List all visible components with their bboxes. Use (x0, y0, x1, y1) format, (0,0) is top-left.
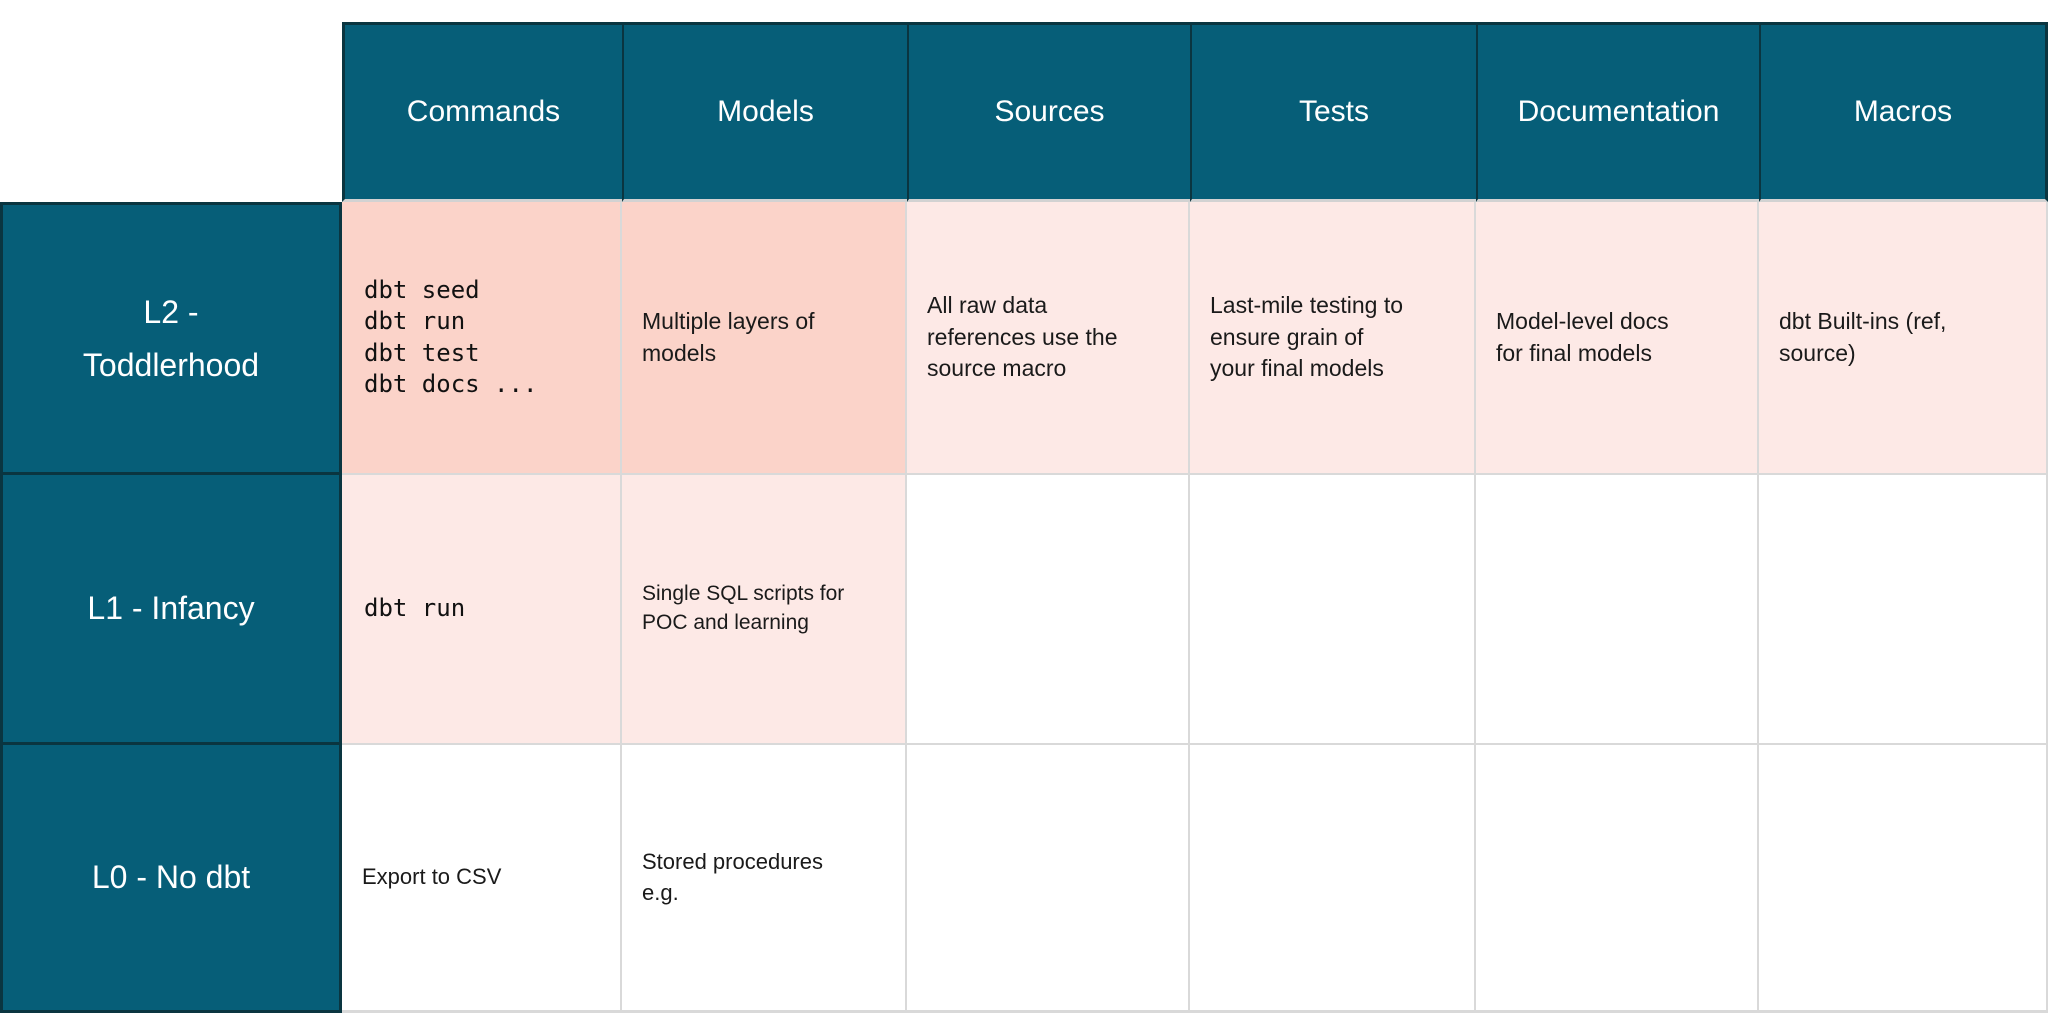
cell-l0-documentation (1476, 745, 1759, 1013)
cell-l2-tests: Last-mile testing to ensure grain of you… (1190, 202, 1476, 475)
column-header-tests: Tests (1190, 22, 1476, 202)
cell-l0-tests (1190, 745, 1476, 1013)
cell-l0-sources (907, 745, 1190, 1013)
column-header-sources: Sources (907, 22, 1190, 202)
cell-l1-tests (1190, 475, 1476, 745)
cell-l0-models: Stored procedures e.g. (622, 745, 907, 1013)
row-header-l2-toddlerhood: L2 - Toddlerhood (0, 202, 342, 475)
row-header-l1-infancy: L1 - Infancy (0, 475, 342, 745)
column-header-models: Models (622, 22, 907, 202)
cell-l2-documentation: Model-level docs for final models (1476, 202, 1759, 475)
cell-l1-commands: dbt run (342, 475, 622, 745)
cell-l1-sources (907, 475, 1190, 745)
column-header-commands: Commands (342, 22, 622, 202)
cell-l2-models: Multiple layers of models (622, 202, 907, 475)
cell-l1-macros (1759, 475, 2048, 745)
cell-l0-macros (1759, 745, 2048, 1013)
corner-cell (0, 22, 342, 202)
cell-l2-sources: All raw data references use the source m… (907, 202, 1190, 475)
cell-l1-documentation (1476, 475, 1759, 745)
column-header-macros: Macros (1759, 22, 2048, 202)
column-header-documentation: Documentation (1476, 22, 1759, 202)
dbt-maturity-table: Commands Models Sources Tests Documentat… (0, 22, 2048, 1013)
cell-l2-macros: dbt Built-ins (ref, source) (1759, 202, 2048, 475)
cell-l1-models: Single SQL scripts for POC and learning (622, 475, 907, 745)
cell-l2-commands: dbt seed dbt run dbt test dbt docs ... (342, 202, 622, 475)
cell-l0-commands: Export to CSV (342, 745, 622, 1013)
row-header-l0-no-dbt: L0 - No dbt (0, 745, 342, 1013)
